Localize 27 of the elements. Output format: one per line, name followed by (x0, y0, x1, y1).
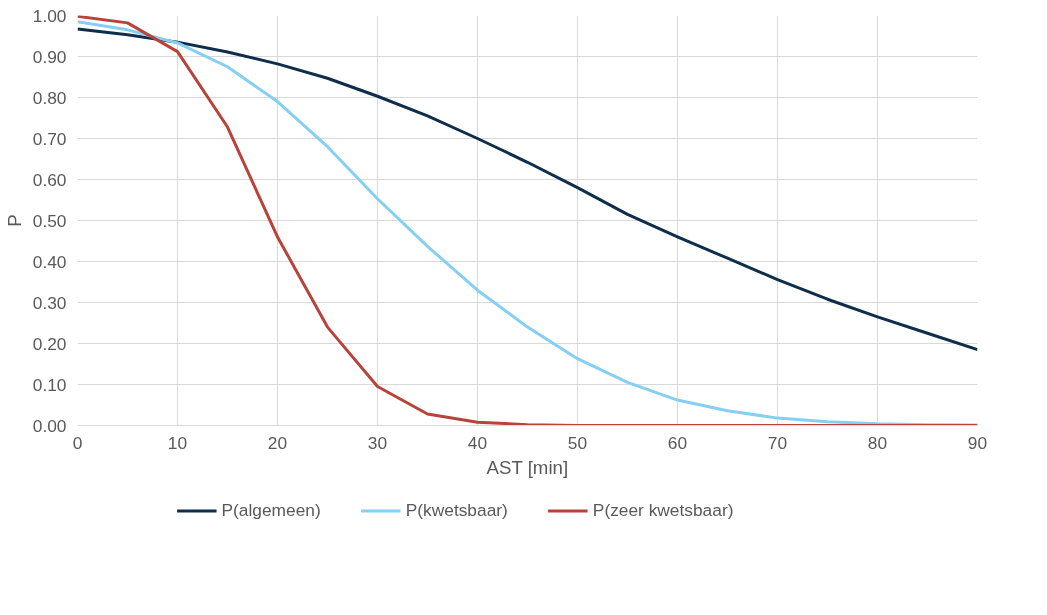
y-tick-label: 0.60 (32, 169, 67, 190)
y-tick-label: 0.50 (32, 210, 67, 231)
x-tick-label: 60 (667, 432, 688, 453)
line-series (77, 27, 978, 352)
y-tick-label: 0.80 (32, 87, 67, 108)
x-tick-label: 0 (72, 432, 83, 453)
x-tick-label: 10 (167, 432, 188, 453)
x-tick-label: 90 (967, 432, 988, 453)
x-tick-label: 70 (767, 432, 788, 453)
x-tick-label: 40 (467, 432, 488, 453)
x-tick-label: 50 (567, 432, 588, 453)
y-tick-label: 0.90 (32, 46, 67, 67)
y-tick-label: 0.70 (32, 128, 67, 149)
y-tick-label: 0.40 (32, 251, 67, 272)
y-tick-label: 0.20 (32, 333, 67, 354)
x-tick-label: 80 (867, 432, 888, 453)
y-tick-label: 1.00 (32, 5, 67, 26)
x-axis-title: AST [min] (486, 456, 569, 478)
y-tick-label: 0.10 (32, 374, 67, 395)
x-tick-label: 30 (367, 432, 388, 453)
legend-label: P(kwetsbaar) (405, 499, 508, 521)
y-axis-title: P (3, 214, 25, 227)
legend-label: P(algemeen) (221, 499, 321, 521)
legend-label: P(zeer kwetsbaar) (592, 499, 734, 521)
x-tick-label: 20 (267, 432, 288, 453)
y-tick-label: 0.00 (32, 415, 67, 436)
y-tick-label: 0.30 (32, 292, 67, 313)
